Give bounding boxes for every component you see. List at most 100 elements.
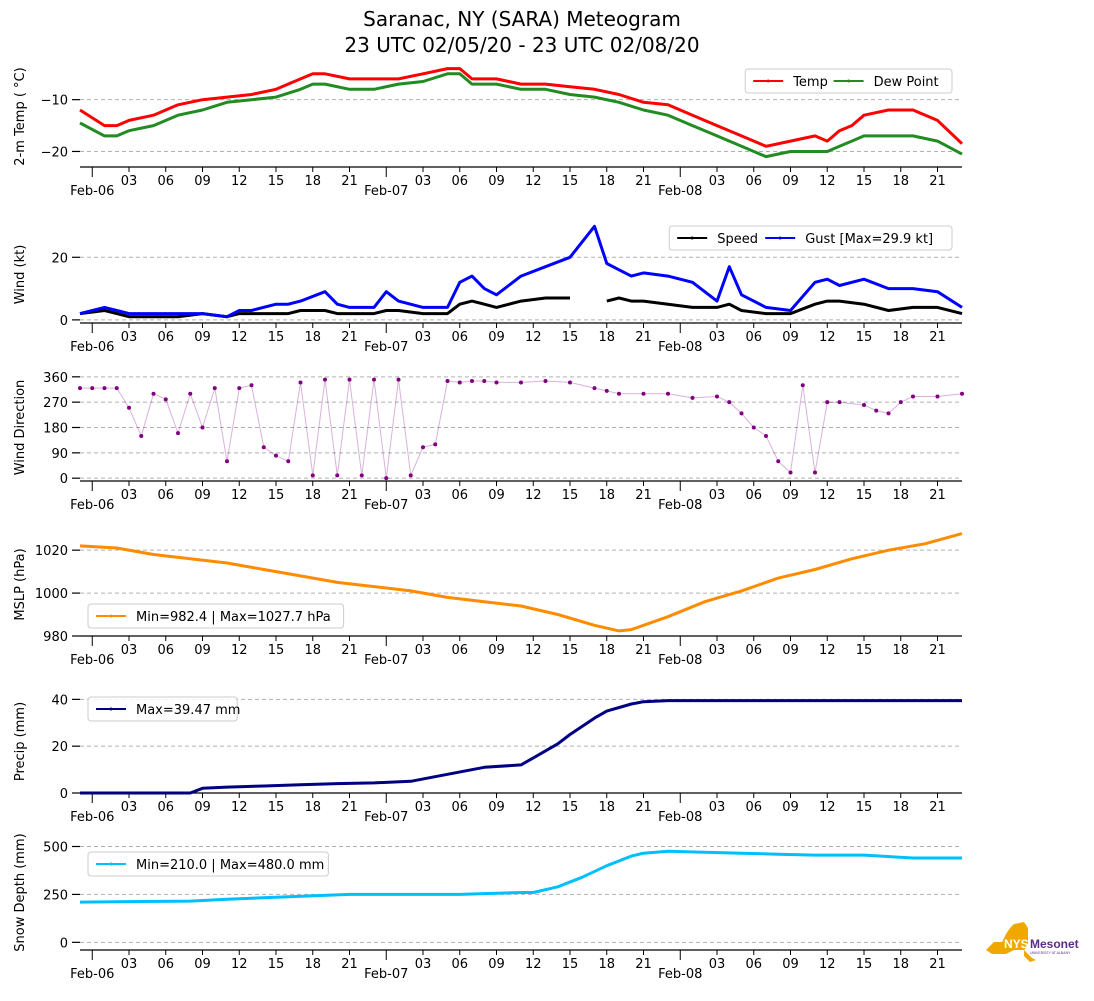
data-point <box>898 400 903 405</box>
y-axis-label: Wind (kt) <box>13 245 28 305</box>
series-line-dew-point <box>79 72 963 159</box>
x-tick-label: Feb-08 <box>658 184 702 199</box>
x-tick-label: 03 <box>121 488 138 503</box>
x-tick-label: 09 <box>782 643 799 658</box>
x-tick-label: 18 <box>892 174 909 189</box>
x-tick-label: 03 <box>121 957 138 972</box>
series-line-min-982-4-max-1027-7-hpa <box>79 532 963 633</box>
x-tick-label: Feb-08 <box>658 653 702 668</box>
data-point <box>114 386 119 391</box>
data-point <box>543 379 548 384</box>
x-tick-label: 06 <box>157 330 174 345</box>
logo-nys-text: NYS <box>1004 937 1029 951</box>
data-point <box>457 380 462 385</box>
x-tick-label: 15 <box>562 330 579 345</box>
legend: Max=39.47 mm <box>87 696 240 722</box>
data-point <box>421 445 425 450</box>
x-tick-label: 06 <box>157 800 174 815</box>
x-tick-label: 15 <box>562 488 579 503</box>
data-point <box>249 383 254 388</box>
x-tick-label: 12 <box>231 174 248 189</box>
x-tick-label: 06 <box>157 174 174 189</box>
data-point <box>739 411 744 416</box>
x-tick-label: 09 <box>782 488 799 503</box>
x-tick-label: 18 <box>598 488 615 503</box>
legend: Speed Gust [Max=29.9 kt] <box>668 225 953 251</box>
x-tick-label: 03 <box>121 643 138 658</box>
data-point <box>127 405 131 410</box>
legend: Min=210.0 | Max=480.0 mm <box>87 851 329 877</box>
x-tick-label: 12 <box>525 643 542 658</box>
x-tick-label: 03 <box>709 643 726 658</box>
x-tick-label: 03 <box>121 174 138 189</box>
x-tick-label: 03 <box>709 488 726 503</box>
data-point <box>237 386 242 391</box>
x-tick-label: 06 <box>451 957 468 972</box>
legend-marker <box>766 79 770 83</box>
x-tick-label: 03 <box>415 800 432 815</box>
x-tick-label: 21 <box>635 174 652 189</box>
x-tick-label: 18 <box>598 330 615 345</box>
series-line-wdir <box>80 379 963 479</box>
x-tick-label: Feb-06 <box>70 810 114 825</box>
x-tick-label: 06 <box>451 800 468 815</box>
x-tick-label: 09 <box>782 330 799 345</box>
x-tick-label: 18 <box>304 488 321 503</box>
nys-mesonet-logo: NYS Mesonet UNIVERSITY AT ALBANY <box>986 922 1079 962</box>
legend-box <box>87 603 345 629</box>
x-tick-label: 09 <box>194 957 211 972</box>
x-tick-label: 15 <box>268 957 285 972</box>
x-tick-label: 15 <box>562 643 579 658</box>
legend-box <box>87 851 329 877</box>
data-point <box>935 394 940 399</box>
legend-marker <box>690 236 694 240</box>
y-tick-label: 980 <box>43 630 68 645</box>
x-tick-label: 09 <box>488 957 505 972</box>
legend-marker <box>109 614 113 618</box>
x-tick-label: 18 <box>304 957 321 972</box>
data-point <box>200 425 205 430</box>
x-tick-label: 09 <box>194 488 211 503</box>
x-tick-label: Feb-07 <box>364 340 408 355</box>
x-tick-label: 06 <box>157 957 174 972</box>
data-point <box>874 408 879 413</box>
x-tick-label: 06 <box>745 488 762 503</box>
x-tick-label: 12 <box>231 330 248 345</box>
x-tick-label: 06 <box>745 957 762 972</box>
x-tick-label: 15 <box>856 174 873 189</box>
legend-label: Dew Point <box>874 75 939 90</box>
x-tick-label: 18 <box>304 800 321 815</box>
data-point <box>310 473 315 478</box>
x-tick-label: 18 <box>304 643 321 658</box>
y-axis-label: Snow Depth (mm) <box>13 833 28 951</box>
x-tick-label: 18 <box>892 488 909 503</box>
precip-panel: 0 20 40 Precip (mm) Feb-06 03 06 09 12 15 18 21 Feb-… <box>13 693 962 825</box>
data-point <box>335 473 340 478</box>
legend-label: Speed <box>717 232 758 247</box>
data-point <box>886 411 891 416</box>
x-tick-label: 21 <box>635 957 652 972</box>
x-tick-label: Feb-07 <box>364 810 408 825</box>
y-tick-label: 360 <box>43 371 68 386</box>
x-tick-label: 09 <box>488 174 505 189</box>
x-tick-label: 03 <box>415 330 432 345</box>
y-axis-label: MSLP (hPa) <box>13 548 28 620</box>
data-point <box>482 379 487 384</box>
x-tick-label: 09 <box>782 957 799 972</box>
x-tick-label: 09 <box>782 800 799 815</box>
x-tick-label: 18 <box>304 174 321 189</box>
x-tick-label: 18 <box>304 330 321 345</box>
data-point <box>176 431 180 436</box>
data-point <box>163 397 168 402</box>
x-tick-label: 21 <box>635 643 652 658</box>
x-tick-label: 12 <box>819 174 836 189</box>
legend-marker <box>109 862 113 866</box>
x-tick-label: 06 <box>745 800 762 815</box>
x-tick-label: 06 <box>451 330 468 345</box>
x-tick-label: 21 <box>929 488 946 503</box>
x-tick-label: 03 <box>709 957 726 972</box>
x-tick-label: Feb-06 <box>70 967 114 982</box>
data-point <box>298 380 303 385</box>
y-tick-label: 40 <box>51 693 68 708</box>
x-tick-label: 21 <box>341 643 358 658</box>
